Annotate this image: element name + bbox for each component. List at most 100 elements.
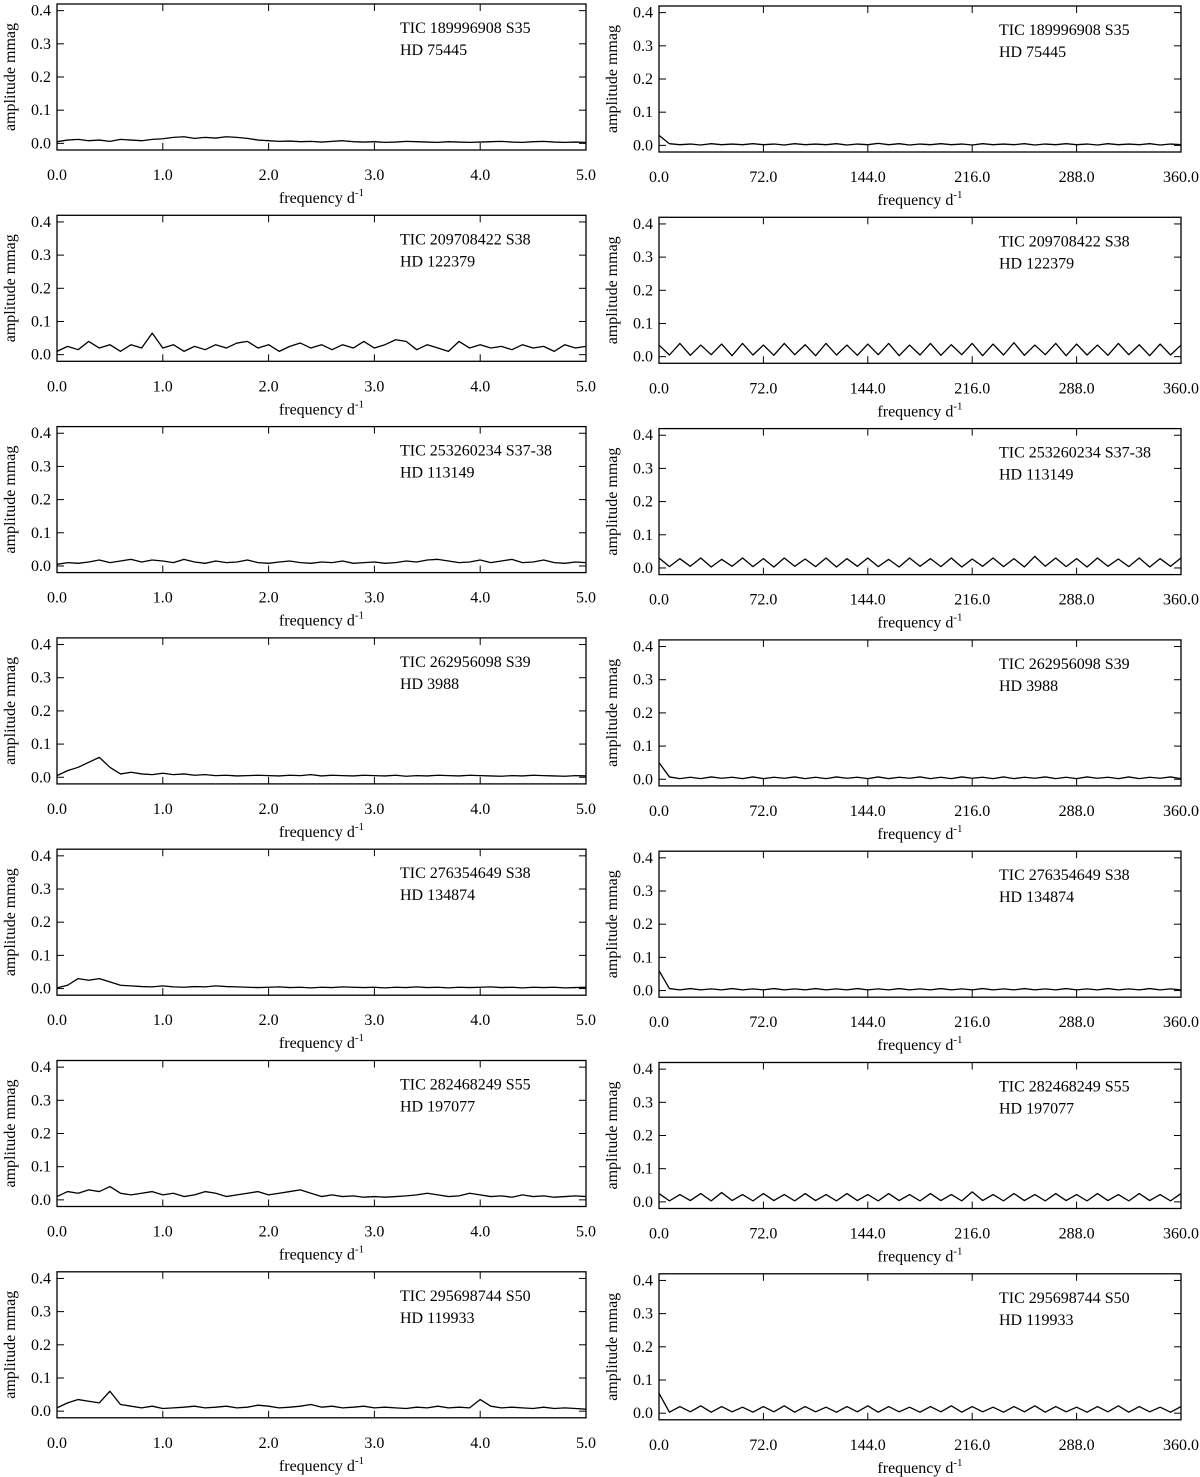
y-tick-label: 0.1 — [31, 1159, 51, 1176]
spectrum-line — [56, 977, 587, 989]
panel: 0.0 0.1 0.2 0.3 0.4 0.0 72.0 144.0 216.0 288.0 360… — [604, 639, 1199, 843]
y-tick-label: 0.4 — [31, 1059, 51, 1076]
panel: 0.0 0.1 0.2 0.3 0.4 0.0 1.0 2.0 3.0 4.0 5.0 frequen… — [2, 1270, 596, 1474]
x-tick-label: 2.0 — [259, 1435, 279, 1452]
y-tick-label: 0.1 — [633, 738, 653, 755]
x-tick-label: 0.0 — [649, 803, 669, 820]
y-tick-label: 0.2 — [633, 71, 653, 88]
x-tick-label: 0.0 — [649, 1014, 669, 1031]
x-tick-label: 360.0 — [1163, 803, 1199, 820]
x-axis-label-text: frequency d — [877, 1037, 953, 1054]
x-axis-label: frequency d-1 — [877, 1457, 962, 1477]
spectrum-line — [56, 332, 587, 352]
y-tick-label: 0.2 — [31, 492, 51, 509]
x-tick-label: 3.0 — [364, 1224, 384, 1241]
x-tick-label: 216.0 — [954, 1014, 990, 1031]
y-tick-label: 0.2 — [31, 914, 51, 931]
x-tick-label: 216.0 — [954, 803, 990, 820]
y-tick-label: 0.0 — [31, 558, 51, 575]
annotation: HD 3988 — [400, 676, 459, 693]
x-tick-label: 2.0 — [259, 167, 279, 184]
x-tick-label: 0.0 — [47, 378, 67, 395]
x-tick-label: 3.0 — [364, 1012, 384, 1029]
annotation: TIC 209708422 S38 — [400, 231, 531, 248]
y-tick-label: 0.2 — [633, 494, 653, 511]
y-tick-label: 0.3 — [31, 36, 51, 53]
y-tick-label: 0.1 — [31, 736, 51, 753]
y-tick-label: 0.4 — [31, 425, 51, 442]
annotation: HD 119933 — [400, 1310, 475, 1327]
y-tick-label: 0.3 — [31, 458, 51, 475]
x-tick-label: 5.0 — [576, 378, 596, 395]
y-tick-label: 0.3 — [31, 670, 51, 687]
x-tick-label: 288.0 — [1059, 380, 1095, 397]
x-axis-label-text: frequency d — [279, 613, 355, 630]
y-tick-label: 0.4 — [633, 427, 653, 444]
y-axis-label: amplitude mmag — [604, 25, 621, 133]
spectrum-line — [56, 136, 587, 144]
spectrum-line — [658, 762, 1182, 780]
x-tick-label: 3.0 — [364, 801, 384, 818]
spectrum-line — [658, 342, 1182, 357]
y-axis-label: amplitude mmag — [2, 1291, 19, 1399]
y-tick-label: 0.3 — [633, 38, 653, 55]
y-tick-label: 0.1 — [31, 947, 51, 964]
x-tick-label: 144.0 — [850, 380, 886, 397]
annotation: TIC 189996908 S35 — [999, 22, 1130, 39]
x-axis-label: frequency d-1 — [877, 400, 962, 420]
x-tick-label: 0.0 — [649, 1437, 669, 1454]
annotation: TIC 262956098 S39 — [999, 656, 1130, 673]
x-tick-label: 72.0 — [749, 1226, 777, 1243]
x-tick-label: 144.0 — [850, 1226, 886, 1243]
panel: 0.0 0.1 0.2 0.3 0.4 0.0 72.0 144.0 216.0 288.0 360… — [604, 5, 1199, 209]
y-tick-label: 0.1 — [633, 527, 653, 544]
x-axis-label-sup: -1 — [953, 823, 962, 835]
x-axis-label-text: frequency d — [279, 401, 355, 418]
y-tick-label: 0.4 — [633, 639, 653, 656]
x-tick-label: 216.0 — [954, 592, 990, 609]
y-tick-label: 0.2 — [633, 916, 653, 933]
y-axis-label: amplitude mmag — [2, 1080, 19, 1188]
x-tick-label: 5.0 — [576, 590, 596, 607]
y-tick-label: 0.4 — [633, 1061, 653, 1078]
annotation: TIC 253260234 S37-38 — [400, 443, 552, 460]
panel: 0.0 0.1 0.2 0.3 0.4 0.0 1.0 2.0 3.0 4.0 5.0 frequen… — [2, 1059, 596, 1263]
x-tick-label: 3.0 — [364, 590, 384, 607]
x-tick-label: 288.0 — [1059, 1014, 1095, 1031]
y-tick-label: 0.4 — [31, 1270, 51, 1287]
annotation: HD 197077 — [999, 1101, 1074, 1118]
x-axis-label-sup: -1 — [953, 1246, 962, 1258]
x-axis-label: frequency d-1 — [877, 823, 962, 843]
x-tick-label: 72.0 — [749, 803, 777, 820]
x-tick-label: 72.0 — [749, 592, 777, 609]
x-tick-label: 1.0 — [153, 801, 173, 818]
annotation: HD 197077 — [400, 1099, 475, 1116]
y-tick-label: 0.4 — [633, 850, 653, 867]
x-axis-label-sup: -1 — [355, 398, 364, 410]
x-axis-label: frequency d-1 — [279, 610, 364, 630]
x-tick-label: 0.0 — [649, 169, 669, 186]
annotation: HD 113149 — [400, 465, 475, 482]
annotation: HD 75445 — [999, 44, 1066, 61]
x-tick-label: 0.0 — [649, 592, 669, 609]
panel: 0.0 0.1 0.2 0.3 0.4 0.0 72.0 144.0 216.0 288.0 360… — [604, 216, 1199, 420]
x-tick-label: 5.0 — [576, 1012, 596, 1029]
x-tick-label: 0.0 — [649, 1226, 669, 1243]
x-tick-label: 4.0 — [470, 1012, 490, 1029]
x-tick-label: 3.0 — [364, 167, 384, 184]
spectrum-line — [658, 970, 1182, 991]
y-axis-label: amplitude mmag — [2, 868, 19, 976]
x-axis-label-text: frequency d — [877, 403, 953, 420]
annotation: TIC 189996908 S35 — [400, 20, 531, 37]
y-axis-label: amplitude mmag — [604, 448, 621, 556]
x-tick-label: 4.0 — [470, 801, 490, 818]
x-tick-label: 4.0 — [470, 590, 490, 607]
y-axis-label: amplitude mmag — [2, 23, 19, 131]
x-tick-label: 216.0 — [954, 1437, 990, 1454]
x-axis-label-sup: -1 — [953, 612, 962, 624]
annotation: TIC 262956098 S39 — [400, 654, 531, 671]
panel: 0.0 0.1 0.2 0.3 0.4 0.0 1.0 2.0 3.0 4.0 5.0 frequen… — [2, 3, 596, 207]
y-tick-label: 0.0 — [633, 137, 653, 154]
